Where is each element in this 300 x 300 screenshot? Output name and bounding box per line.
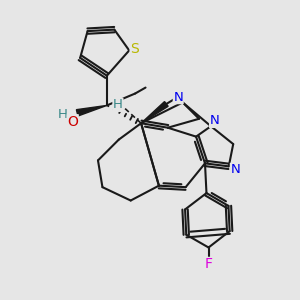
Text: H: H (57, 108, 67, 122)
Text: O: O (67, 115, 78, 129)
Text: N: N (230, 164, 240, 176)
Text: N: N (210, 114, 219, 128)
Text: H: H (113, 98, 123, 111)
Text: N: N (173, 91, 183, 103)
Text: S: S (130, 42, 139, 56)
Polygon shape (141, 102, 168, 123)
Polygon shape (76, 105, 107, 116)
Text: F: F (205, 257, 213, 272)
